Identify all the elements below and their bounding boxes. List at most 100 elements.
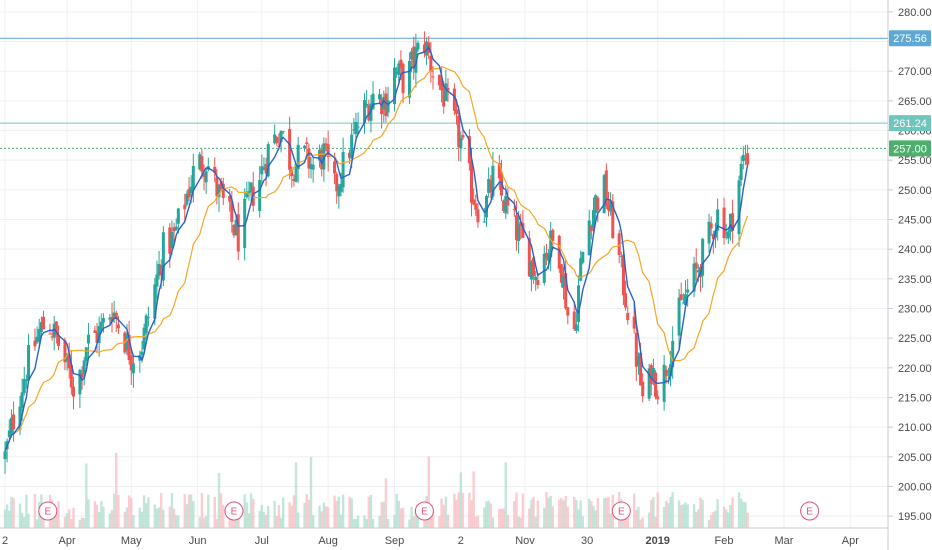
- candle-body[interactable]: [412, 46, 416, 68]
- candle-body[interactable]: [3, 451, 7, 460]
- candle-body[interactable]: [170, 231, 174, 248]
- earnings-marker[interactable]: [414, 501, 434, 521]
- candle-body[interactable]: [187, 188, 191, 198]
- candle-body[interactable]: [724, 233, 728, 235]
- candle-body[interactable]: [679, 294, 683, 300]
- candle-body[interactable]: [202, 173, 206, 177]
- candle-body[interactable]: [213, 166, 217, 173]
- candle-body[interactable]: [416, 42, 420, 50]
- candle-body[interactable]: [305, 142, 309, 144]
- candle-body[interactable]: [532, 257, 536, 277]
- candle-body[interactable]: [7, 430, 11, 438]
- candle-body[interactable]: [260, 166, 264, 175]
- candle-body[interactable]: [348, 152, 352, 159]
- candle-body[interactable]: [335, 173, 339, 192]
- candle-body[interactable]: [407, 60, 411, 98]
- candle-body[interactable]: [24, 379, 28, 382]
- candle-body[interactable]: [333, 161, 337, 174]
- candle-body[interactable]: [696, 270, 700, 273]
- candle-body[interactable]: [247, 191, 251, 194]
- candle-body[interactable]: [619, 255, 623, 257]
- candle-body[interactable]: [185, 193, 189, 205]
- candle-body[interactable]: [232, 224, 236, 236]
- candle-body[interactable]: [37, 329, 41, 342]
- candle-body[interactable]: [671, 340, 675, 368]
- candle-body[interactable]: [217, 184, 221, 198]
- candle-body[interactable]: [395, 71, 399, 74]
- candle-body[interactable]: [467, 136, 471, 164]
- candle-body[interactable]: [547, 253, 551, 261]
- candle-body[interactable]: [341, 151, 345, 188]
- candle-body[interactable]: [311, 164, 315, 170]
- candle-body[interactable]: [521, 223, 525, 238]
- candle-body[interactable]: [587, 220, 591, 256]
- candle-body[interactable]: [95, 332, 99, 343]
- candle-body[interactable]: [701, 238, 705, 276]
- candle-body[interactable]: [350, 134, 354, 159]
- candle-body[interactable]: [131, 363, 135, 374]
- candle-body[interactable]: [110, 317, 114, 323]
- candle-body[interactable]: [472, 199, 476, 205]
- candle-body[interactable]: [739, 164, 743, 180]
- candle-body[interactable]: [632, 316, 636, 329]
- candle-body[interactable]: [80, 373, 84, 378]
- candle-body[interactable]: [52, 323, 56, 338]
- candle-body[interactable]: [307, 148, 311, 169]
- candle-body[interactable]: [551, 229, 555, 241]
- candle-body[interactable]: [142, 327, 146, 350]
- candle-body[interactable]: [42, 316, 46, 330]
- earnings-marker[interactable]: [38, 501, 58, 521]
- candle-body[interactable]: [273, 134, 277, 144]
- candle-body[interactable]: [429, 55, 433, 72]
- candle-body[interactable]: [707, 221, 711, 244]
- candle-body[interactable]: [399, 59, 403, 68]
- candle-body[interactable]: [681, 302, 685, 304]
- candle-body[interactable]: [444, 83, 448, 102]
- candle-body[interactable]: [737, 180, 741, 235]
- candle-body[interactable]: [309, 164, 313, 170]
- candle-body[interactable]: [606, 204, 610, 211]
- candle-body[interactable]: [82, 360, 86, 374]
- candle-body[interactable]: [129, 355, 133, 371]
- candle-body[interactable]: [559, 264, 563, 283]
- candle-body[interactable]: [215, 177, 219, 197]
- candle-body[interactable]: [159, 265, 163, 275]
- candle-body[interactable]: [116, 324, 120, 329]
- candle-body[interactable]: [380, 98, 384, 115]
- candle-body[interactable]: [470, 161, 474, 203]
- candle-body[interactable]: [384, 93, 388, 117]
- candle-body[interactable]: [245, 191, 249, 198]
- candle-body[interactable]: [502, 200, 506, 212]
- candle-body[interactable]: [144, 315, 148, 334]
- candle-body[interactable]: [647, 368, 651, 399]
- candle-body[interactable]: [279, 131, 283, 142]
- candle-body[interactable]: [84, 347, 88, 362]
- candle-body[interactable]: [397, 63, 401, 75]
- candle-body[interactable]: [414, 47, 418, 73]
- candle-body[interactable]: [266, 144, 270, 177]
- candle-body[interactable]: [168, 227, 172, 254]
- candle-body[interactable]: [258, 179, 262, 212]
- candle-body[interactable]: [367, 105, 371, 121]
- candle-body[interactable]: [504, 196, 508, 214]
- candle-body[interactable]: [611, 201, 615, 239]
- candle-body[interactable]: [594, 195, 598, 214]
- candle-body[interactable]: [609, 200, 613, 212]
- candle-body[interactable]: [20, 392, 24, 409]
- candle-body[interactable]: [356, 126, 360, 128]
- candle-body[interactable]: [440, 79, 444, 91]
- candle-body[interactable]: [497, 163, 501, 179]
- candle-body[interactable]: [322, 143, 326, 170]
- candle-body[interactable]: [641, 381, 645, 397]
- candle-body[interactable]: [63, 340, 67, 363]
- candle-body[interactable]: [654, 372, 658, 397]
- candle-body[interactable]: [549, 230, 553, 258]
- candle-body[interactable]: [743, 158, 747, 161]
- candle-body[interactable]: [78, 369, 82, 395]
- candle-body[interactable]: [716, 209, 720, 231]
- candle-body[interactable]: [491, 165, 495, 197]
- candle-body[interactable]: [636, 355, 640, 366]
- candle-body[interactable]: [114, 312, 118, 319]
- candle-body[interactable]: [664, 369, 668, 377]
- candle-body[interactable]: [489, 180, 493, 192]
